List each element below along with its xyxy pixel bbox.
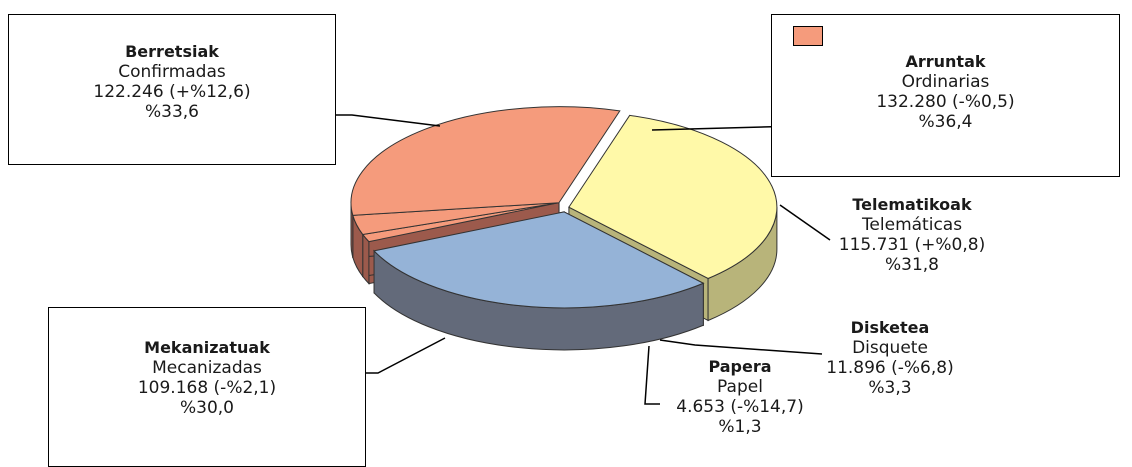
leader-disketea — [659, 339, 823, 355]
pie-side-papera — [362, 232, 370, 285]
label-box-mekanizatuak — [48, 307, 366, 467]
label-box-arruntak — [771, 14, 1120, 177]
pie-slice-berretsiak — [568, 114, 778, 280]
label-berretsiak-es: Confirmadas — [118, 62, 226, 82]
label-papera-es: Papel — [717, 377, 763, 397]
label-telematikoak-percent: %31,8 — [884, 255, 939, 275]
leader-telematikoak — [779, 204, 831, 241]
label-berretsiak-percent: %33,6 — [144, 102, 199, 122]
label-box-berretsiak — [8, 14, 336, 165]
label-mekanizatuak: Mekanizatuak Mecanizadas 109.168 (-%2,1)… — [48, 338, 366, 418]
label-mekanizatuak-es: Mecanizadas — [152, 358, 262, 378]
leader-mekanizatuak — [366, 337, 446, 374]
label-telematikoak-eu: Telematikoak — [852, 195, 972, 214]
label-berretsiak-eu: Berretsiak — [125, 42, 219, 61]
label-papera-percent: %1,3 — [718, 417, 762, 437]
label-berretsiak: Berretsiak Confirmadas 122.246 (+%12,6) … — [8, 42, 336, 122]
leader-papera — [644, 345, 660, 405]
legend-swatch-arruntak — [793, 26, 823, 46]
leader-berretsiak — [336, 114, 441, 127]
label-papera-value: 4.653 (-%14,7) — [676, 397, 804, 417]
label-mekanizatuak-value: 109.168 (-%2,1) — [137, 378, 277, 398]
label-telematikoak-value: 115.731 (+%0,8) — [838, 235, 986, 255]
label-papera: Papera Papel 4.653 (-%14,7) %1,3 — [655, 357, 825, 437]
pie-chart — [336, 106, 831, 405]
pie-slice-telematikoak — [350, 106, 621, 216]
label-disketea-value: 11.896 (-%6,8) — [826, 358, 954, 378]
label-telematikoak: Telematikoak Telemáticas 115.731 (+%0,8)… — [812, 195, 1012, 275]
label-disketea-eu: Disketea — [850, 318, 930, 337]
label-mekanizatuak-eu: Mekanizatuak — [144, 338, 270, 357]
label-arruntak-value: 132.280 (-%0,5) — [876, 92, 1015, 112]
label-arruntak-eu: Arruntak — [905, 52, 986, 71]
label-berretsiak-value: 122.246 (+%12,6) — [93, 82, 251, 102]
label-papera-eu: Papera — [708, 357, 772, 376]
label-arruntak: Arruntak Ordinarias 132.280 (-%0,5) %36,… — [771, 52, 1120, 132]
label-disketea-percent: %3,3 — [868, 378, 912, 398]
label-disketea-es: Disquete — [852, 338, 928, 358]
label-telematikoak-es: Telemáticas — [861, 215, 963, 235]
label-disketea: Disketea Disquete 11.896 (-%6,8) %3,3 — [800, 318, 980, 398]
pie-slice-mekanizatuak — [373, 211, 705, 309]
label-arruntak-percent: %36,4 — [918, 112, 973, 132]
label-mekanizatuak-percent: %30,0 — [179, 398, 234, 418]
label-arruntak-es: Ordinarias — [901, 72, 990, 92]
